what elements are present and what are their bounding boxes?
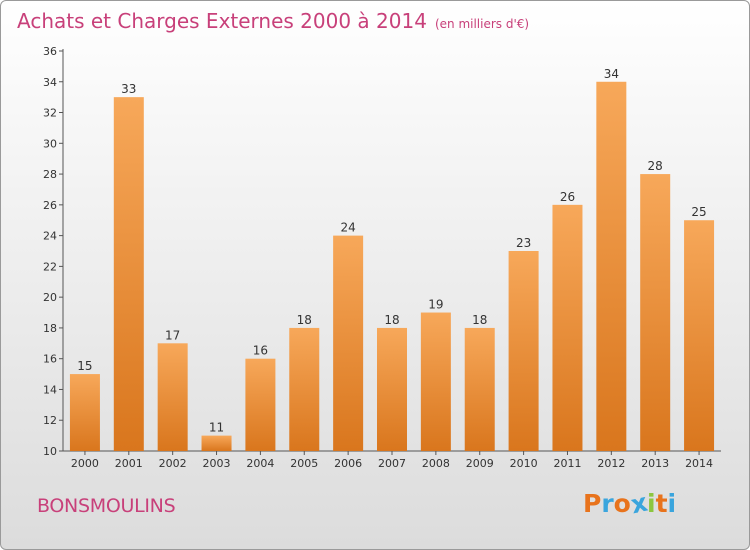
data-label: 15: [77, 359, 92, 373]
bar: [201, 435, 232, 451]
place-name: BONSMOULINS: [37, 495, 176, 517]
logo-letter: o: [613, 489, 631, 518]
data-labels: 15 33 17 11 16 18 24 18 19 18 23 26 34 28 25: [77, 67, 706, 435]
data-label: 25: [691, 205, 706, 219]
chart-title: Achats et Charges Externes 2000 à 2014 (e…: [17, 9, 529, 33]
x-tick-label: 2010: [510, 457, 538, 470]
x-tick-label: 2014: [685, 457, 713, 470]
data-label: 17: [165, 328, 180, 342]
bar: [333, 235, 364, 451]
y-tick-label: 24: [43, 230, 57, 243]
bar: [552, 204, 583, 451]
y-tick-label: 20: [43, 291, 57, 304]
x-tick-label: 2000: [71, 457, 99, 470]
data-label: 23: [516, 236, 531, 250]
x-tick-label: 2012: [597, 457, 625, 470]
y-tick-label: 10: [43, 445, 57, 458]
y-tick-label: 12: [43, 414, 57, 427]
x-tick-label: 2002: [159, 457, 187, 470]
proxiti-logo: Proxiti: [583, 488, 677, 520]
bar: [596, 81, 627, 452]
bar: [684, 220, 715, 451]
data-label: 18: [297, 313, 312, 327]
bars: [69, 81, 715, 452]
y-tick-label: 28: [43, 168, 57, 181]
bar: [377, 327, 407, 451]
logo-letter: i: [647, 489, 656, 518]
y-tick-label: 22: [43, 260, 57, 273]
data-label: 19: [428, 298, 443, 312]
data-label: 28: [648, 159, 663, 173]
data-label: 11: [209, 421, 224, 435]
bar: [508, 251, 539, 451]
bar: [420, 312, 451, 451]
chart-title-text: Achats et Charges Externes 2000 à 2014: [17, 9, 427, 33]
data-label: 16: [253, 344, 268, 358]
x-tick-label: 2006: [334, 457, 362, 470]
logo-letter: P: [583, 489, 602, 518]
bar: [289, 327, 320, 451]
y-tick-label: 16: [43, 353, 57, 366]
x-tick-label: 2013: [641, 457, 669, 470]
y-tick-label: 36: [43, 45, 57, 58]
bar: [464, 327, 495, 451]
y-tick-label: 34: [43, 76, 57, 89]
chart-subtitle: (en milliers d'€): [434, 17, 530, 31]
logo-letter: i: [667, 489, 677, 518]
logo-letter: r: [601, 489, 614, 518]
data-label: 18: [472, 313, 487, 327]
bar: [113, 97, 144, 452]
y-tick-label: 14: [43, 383, 57, 396]
x-tick-label: 2005: [290, 457, 318, 470]
bar: [245, 358, 276, 451]
data-label: 34: [604, 67, 619, 81]
data-label: 33: [121, 82, 136, 96]
x-tick-label: 2001: [115, 457, 143, 470]
y-tick-label: 32: [43, 107, 57, 120]
x-tick-label: 2009: [466, 457, 494, 470]
x-tick-label: 2003: [203, 457, 231, 470]
x-tick-label: 2011: [553, 457, 581, 470]
data-label: 24: [340, 221, 355, 235]
bar: [157, 343, 188, 451]
data-label: 18: [384, 313, 399, 327]
x-tick-label: 2008: [422, 457, 450, 470]
logo-letter: t: [655, 489, 668, 518]
axes: 10 12 14 16 18 20 22 24 26 28 30 32 34 36 2000 2001 2002…: [43, 45, 721, 470]
x-tick-label: 2004: [246, 457, 274, 470]
y-tick-label: 30: [43, 137, 57, 150]
bar: [640, 174, 671, 452]
y-tick-label: 26: [43, 199, 57, 212]
data-label: 26: [560, 190, 575, 204]
x-tick-label: 2007: [378, 457, 406, 470]
bar: [69, 374, 100, 451]
y-tick-label: 18: [43, 322, 57, 335]
